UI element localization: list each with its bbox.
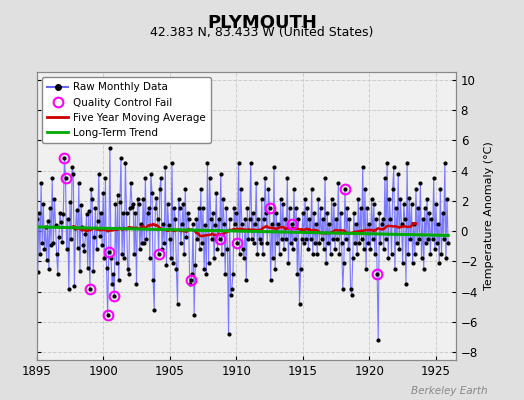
Text: Berkeley Earth: Berkeley Earth bbox=[411, 386, 487, 396]
Text: PLYMOUTH: PLYMOUTH bbox=[207, 14, 317, 32]
Legend: Raw Monthly Data, Quality Control Fail, Five Year Moving Average, Long-Term Tren: Raw Monthly Data, Quality Control Fail, … bbox=[42, 77, 211, 143]
Text: 42.383 N, 83.433 W (United States): 42.383 N, 83.433 W (United States) bbox=[150, 26, 374, 39]
Y-axis label: Temperature Anomaly (°C): Temperature Anomaly (°C) bbox=[484, 142, 494, 290]
